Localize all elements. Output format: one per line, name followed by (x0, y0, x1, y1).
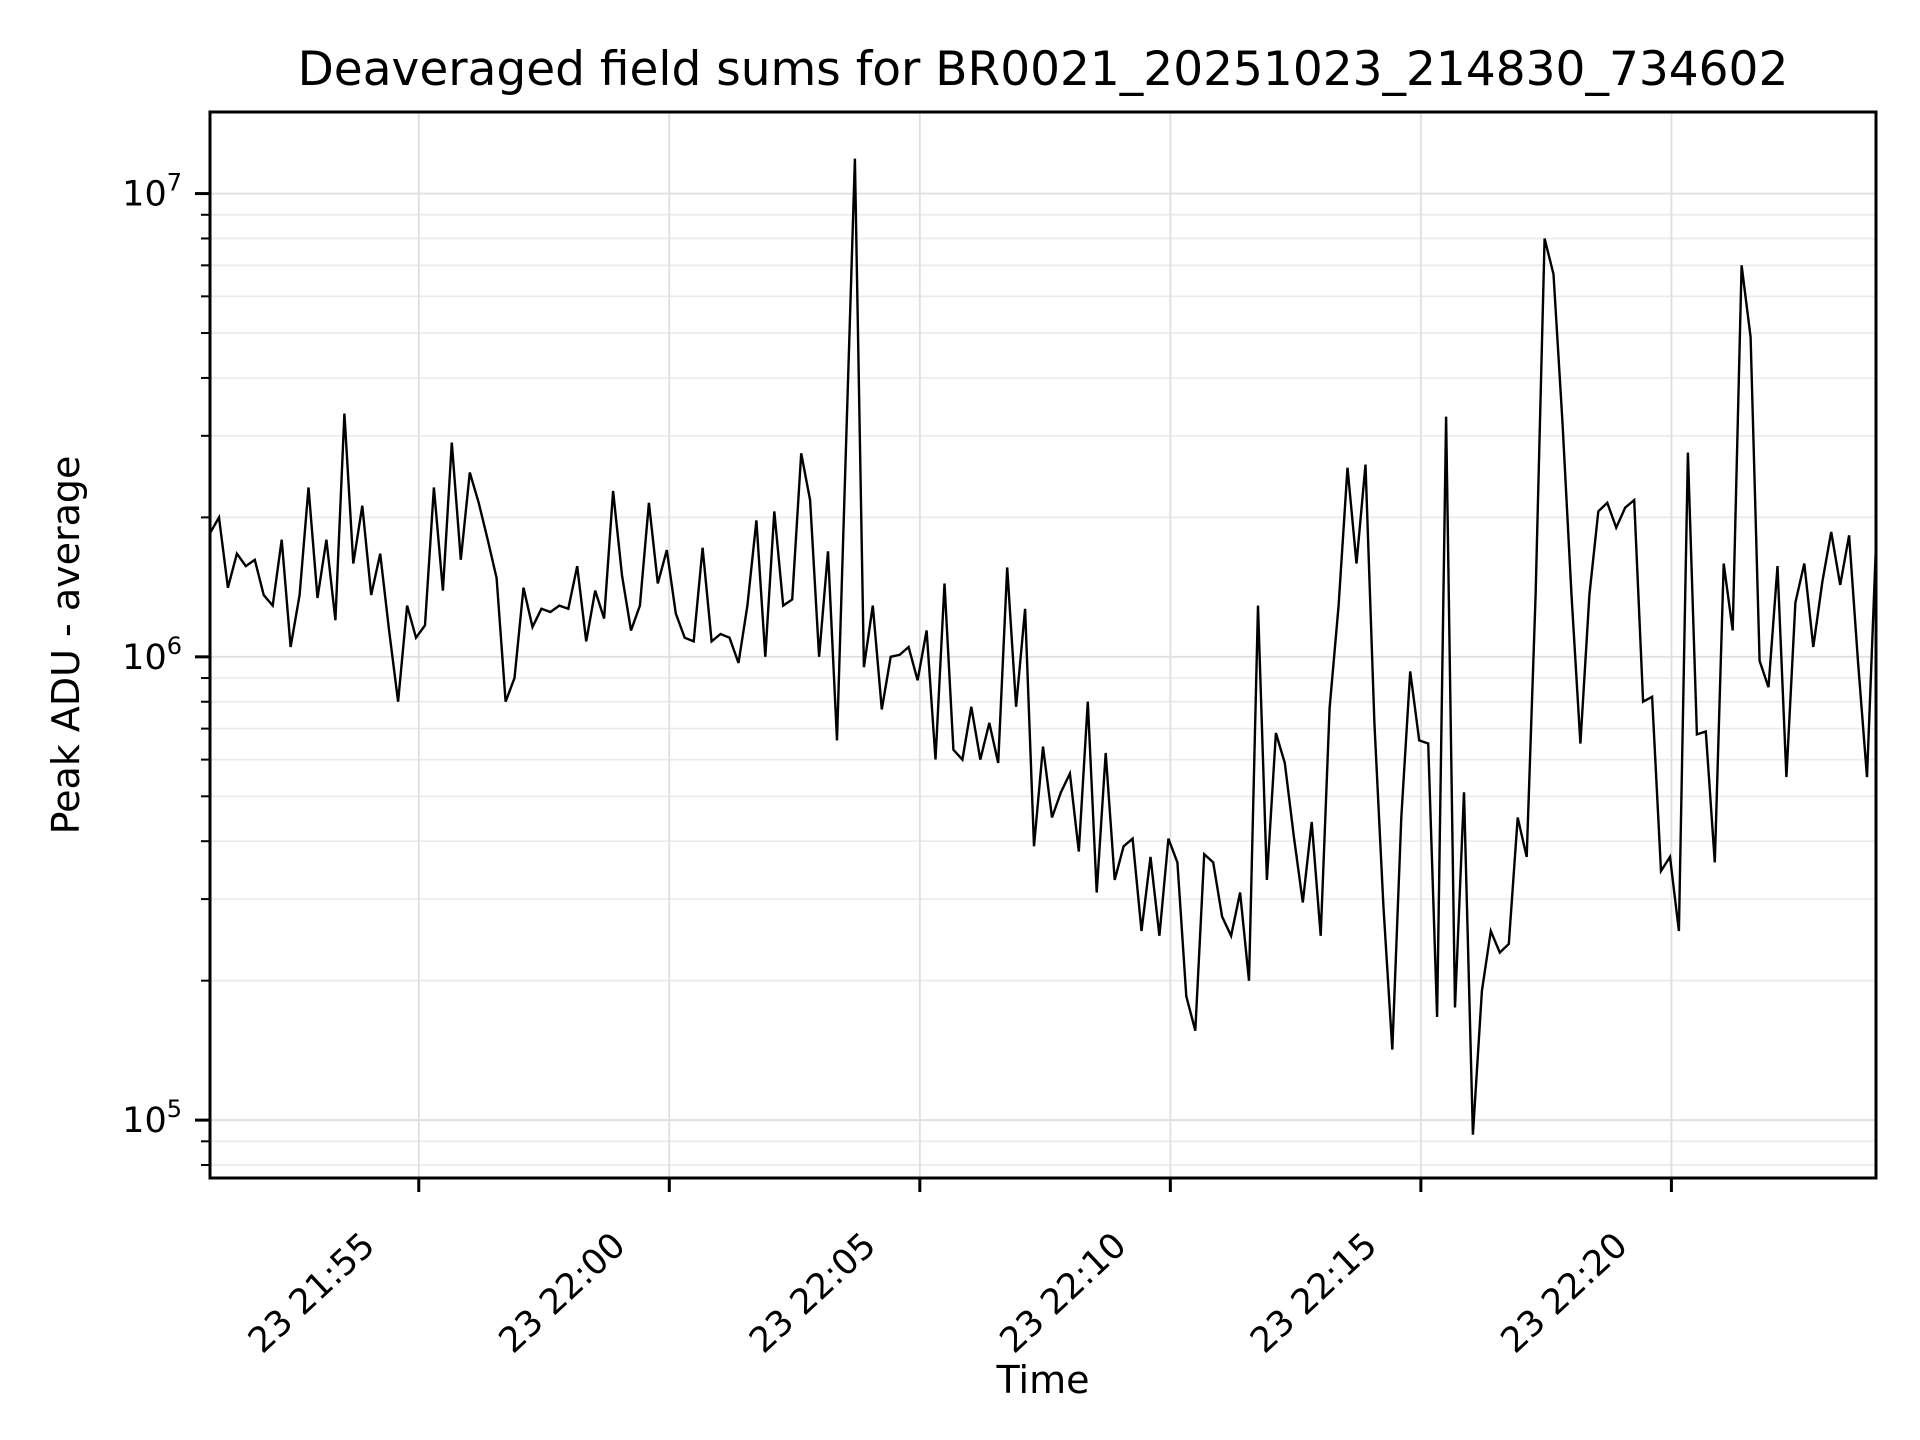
x-axis-ticks: 23 21:55 23 22:00 23 22:05 23 22:10 23 22:15… (241, 1178, 1673, 1361)
x-tick-label: 23 22:05 (742, 1225, 884, 1361)
x-tick-label: 23 22:15 (1243, 1225, 1385, 1361)
data-series-line (208, 158, 1878, 1135)
x-tick-label: 23 22:10 (993, 1225, 1135, 1361)
grid-major (210, 112, 1876, 1178)
y-axis-label: Peak ADU - average (44, 455, 88, 835)
y-axis-ticks: 107 106 105 (122, 169, 210, 1167)
grid-minor (210, 213, 1876, 1166)
plot-spines (208, 110, 1878, 1180)
y-tick-label: 107 (122, 169, 182, 215)
y-tick-label: 105 (122, 1095, 182, 1141)
x-tick-label: 23 21:55 (241, 1225, 383, 1361)
y-tick-label: 106 (122, 632, 182, 678)
x-tick-label: 23 22:20 (1494, 1225, 1636, 1361)
x-tick-label: 23 22:00 (492, 1225, 634, 1361)
chart-title: Deaveraged field sums for BR0021_2025102… (297, 42, 1789, 97)
x-axis-label: Time (996, 1358, 1090, 1402)
